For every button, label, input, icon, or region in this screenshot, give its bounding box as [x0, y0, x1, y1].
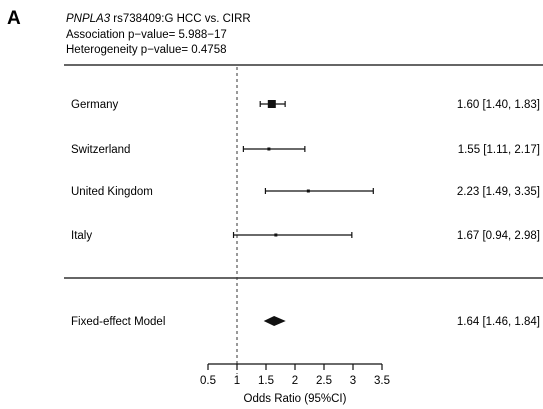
study-label: Italy — [71, 230, 92, 242]
study-label: Germany — [71, 99, 119, 111]
x-axis-title: Odds Ratio (95%CI) — [244, 393, 347, 405]
x-tick-label: 1 — [234, 375, 240, 387]
x-tick-label: 1.5 — [258, 375, 274, 387]
study-label: Switzerland — [71, 144, 130, 156]
association-p-value: Association p−value= 5.988−17 — [66, 29, 227, 41]
study-row: United Kingdom 2.23 [1.49, 3.35] — [71, 186, 540, 198]
ci-text: 1.55 [1.11, 2.17] — [458, 144, 540, 156]
point-estimate — [267, 100, 276, 108]
point-estimate — [274, 233, 278, 237]
ci-text: 2.23 [1.49, 3.35] — [457, 186, 540, 198]
ci-text: 1.67 [0.94, 2.98] — [457, 230, 540, 242]
gene-name: PNPLA3 — [66, 13, 111, 25]
study-label: United Kingdom — [71, 186, 153, 198]
point-estimate — [306, 189, 310, 193]
ci-text: 1.60 [1.40, 1.83] — [457, 99, 540, 111]
summary-label: Fixed-effect Model — [71, 316, 165, 328]
x-tick-label: 3 — [350, 375, 356, 387]
plot-title: PNPLA3 rs738409:G HCC vs. CIRR — [66, 13, 251, 25]
heterogeneity-p-value: Heterogeneity p−value= 0.4758 — [66, 44, 226, 56]
x-tick-label: 3.5 — [374, 375, 390, 387]
x-axis: 0.5 1 1.5 2 2.5 3 3.5 — [200, 363, 390, 387]
study-rows: Germany 1.60 [1.40, 1.83] Switzerland 1.55 … — [71, 99, 540, 242]
title-text: rs738409:G HCC vs. CIRR — [110, 13, 251, 25]
x-tick-label: 2 — [292, 375, 298, 387]
summary-diamond — [263, 316, 286, 326]
summary-row: Fixed-effect Model 1.64 [1.46, 1.84] — [71, 316, 540, 328]
study-row: Italy 1.67 [0.94, 2.98] — [71, 230, 540, 242]
x-tick-label: 0.5 — [200, 375, 216, 387]
study-row: Switzerland 1.55 [1.11, 2.17] — [71, 144, 540, 156]
panel-letter: A — [7, 8, 21, 29]
point-estimate — [267, 147, 271, 151]
study-row: Germany 1.60 [1.40, 1.83] — [71, 99, 540, 111]
summary-ci-text: 1.64 [1.46, 1.84] — [457, 316, 540, 328]
x-tick-label: 2.5 — [316, 375, 332, 387]
